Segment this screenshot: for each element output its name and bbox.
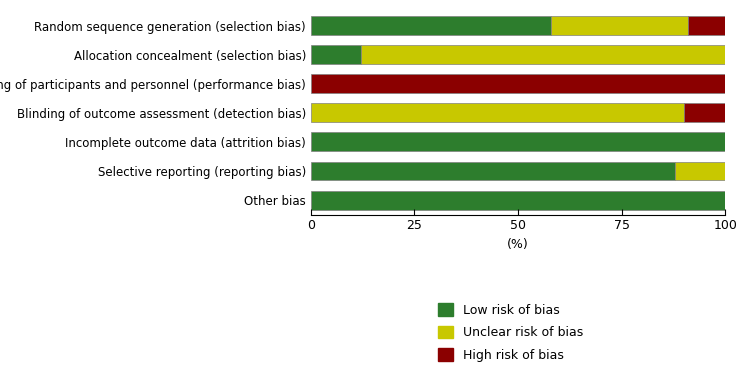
Bar [311,45,360,64]
Bar [688,16,725,35]
Bar [551,16,688,35]
Bar [311,191,725,209]
Bar [311,16,551,35]
Bar [676,162,725,181]
Bar [311,132,725,151]
Legend: Low risk of bias, Unclear risk of bias, High risk of bias: Low risk of bias, Unclear risk of bias, … [433,298,588,367]
Bar [311,103,684,122]
Bar [311,162,676,181]
Bar [311,74,725,93]
Bar [360,45,725,64]
Bar [684,103,725,122]
X-axis label: (%): (%) [507,238,529,251]
